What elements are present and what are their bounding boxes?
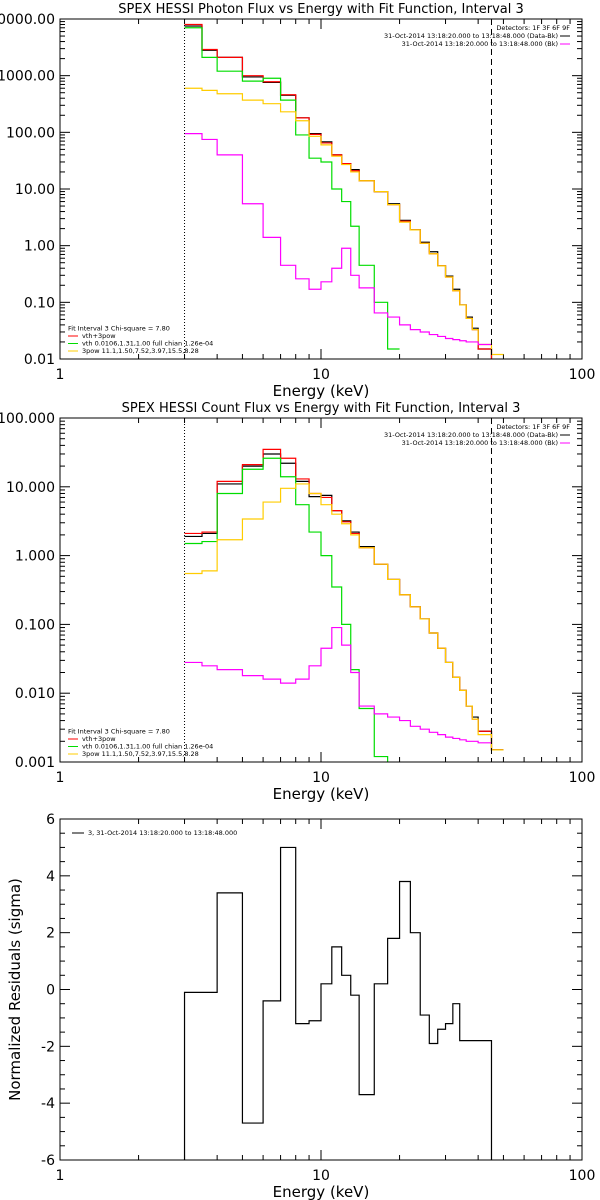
legend-text: Fit Interval 3 Chi-square = 7.80 (68, 728, 170, 736)
y-axis: 10000.00 1000.00 100.00 10.00 1.00 0.10 0.01 (0, 12, 582, 368)
x-axis-label: Energy (keV) (273, 1183, 370, 1200)
legend-text: Detectors: 1F 3F 6F 9F (496, 423, 570, 431)
chart-panel-3: 1 10 100 Energy (keV) 6 4 2 0 -2 -4 -6 Normalized R… (6, 812, 595, 1200)
legend-text: 3pow 11.1,1.50,7.52,3.97,15.5,8.28 (82, 347, 199, 355)
legend-text: 31-Oct-2014 13:18:20.000 to 13:18:48.000… (402, 40, 558, 48)
x-tick-label: 10 (312, 770, 330, 786)
legend-text: vth+3pow (82, 735, 116, 743)
plot-frame (59, 417, 583, 763)
series-line-4 (184, 87, 504, 356)
x-tick-label: 100 (569, 770, 596, 786)
legend-text: 31-Oct-2014 13:18:20.000 to 13:18:48.000… (402, 439, 558, 447)
legend-text: 31-Oct-2014 13:18:20.000 to 13:18:48.000… (384, 32, 558, 40)
legend-text: vth 0.0106,1.31,1.00 full chian 1.26e-04 (82, 743, 213, 751)
y-tick-label: -4 (41, 1096, 55, 1112)
series-line-2 (184, 448, 504, 751)
y-axis-label: Normalized Residuals (sigma) (6, 878, 24, 1101)
y-tick-label: 10.000 (6, 480, 55, 496)
legend-text: 31-Oct-2014 13:18:20.000 to 13:18:48.000… (384, 431, 558, 439)
x-tick-label: 1 (56, 367, 65, 383)
x-axis: 1 10 100 (56, 819, 596, 1184)
legend-text: Fit Interval 3 Chi-square = 7.80 (68, 325, 170, 333)
chart-panel-2: SPEX HESSI Count Flux vs Energy with Fit… (0, 401, 595, 803)
y-axis: 100.000 10.000 1.000 0.100 0.010 0.001 (0, 411, 582, 771)
plot-frame (59, 18, 583, 360)
x-axis-label: Energy (keV) (273, 382, 370, 400)
plot-frame (59, 818, 583, 1161)
x-tick-label: 1 (56, 1168, 65, 1184)
x-tick-label: 100 (569, 1168, 596, 1184)
legend-text: vth+3pow (82, 332, 116, 340)
legend-text: 3pow 11.1,1.50,7.52,3.97,15.5,8.28 (82, 750, 199, 758)
y-axis: 6 4 2 0 -2 -4 -6 (41, 812, 582, 1169)
series-line-5 (184, 132, 492, 346)
y-tick-label: 100.00 (6, 125, 55, 141)
y-tick-label: 0.100 (15, 617, 55, 633)
legend-bottom: Fit Interval 3 Chi-square = 7.80vth+3pow… (68, 728, 213, 758)
y-tick-label: 10.00 (15, 182, 55, 198)
legend-text: 3, 31-Oct-2014 13:18:20.000 to 13:18:48.… (88, 829, 237, 837)
series-line-1 (184, 25, 493, 359)
chart-panel-1: SPEX HESSI Photon Flux vs Energy with Fi… (0, 2, 595, 400)
y-tick-label: 0.01 (24, 352, 55, 368)
plot-area (184, 448, 504, 762)
x-tick-label: 1 (56, 770, 65, 786)
series-line-3 (184, 27, 400, 350)
y-tick-label: 10000.00 (0, 12, 55, 28)
chart-title: SPEX HESSI Photon Flux vs Energy with Fi… (118, 2, 524, 17)
x-axis-label: Energy (keV) (273, 785, 370, 803)
y-tick-label: 1000.00 (0, 69, 55, 85)
x-tick-label: 10 (312, 367, 330, 383)
y-tick-label: -6 (41, 1153, 55, 1169)
series-line-4 (184, 483, 504, 751)
legend-text: vth 0.0106,1.31,1.00 full chian 1.26e-04 (82, 340, 213, 348)
y-tick-label: 0 (46, 983, 55, 999)
legend-top: 3, 31-Oct-2014 13:18:20.000 to 13:18:48.… (72, 829, 237, 837)
legend-bottom: Fit Interval 3 Chi-square = 7.80vth+3pow… (68, 325, 213, 355)
y-tick-label: 6 (46, 812, 55, 828)
y-tick-label: 1.000 (15, 549, 55, 565)
legend-text: Detectors: 1F 3F 6F 9F (496, 24, 570, 32)
y-tick-label: 0.10 (24, 295, 55, 311)
chart-title: SPEX HESSI Count Flux vs Energy with Fit… (122, 401, 521, 416)
x-tick-label: 100 (569, 367, 596, 383)
series-line-3 (184, 457, 389, 762)
y-tick-label: 2 (46, 926, 55, 942)
series-line-1 (183, 846, 493, 1160)
y-tick-label: 0.001 (15, 755, 55, 771)
y-tick-label: -2 (41, 1039, 55, 1055)
y-tick-label: 1.00 (24, 239, 55, 255)
x-axis: 1 10 100 (56, 19, 596, 383)
plot-area (183, 846, 493, 1160)
series-line-1 (184, 453, 504, 751)
y-tick-label: 0.010 (15, 686, 55, 702)
y-tick-label: 100.000 (0, 411, 55, 427)
series-line-5 (184, 626, 492, 744)
y-tick-label: 4 (46, 869, 55, 885)
plot-area (184, 23, 504, 359)
x-tick-label: 10 (312, 1168, 330, 1184)
series-line-2 (184, 23, 493, 359)
